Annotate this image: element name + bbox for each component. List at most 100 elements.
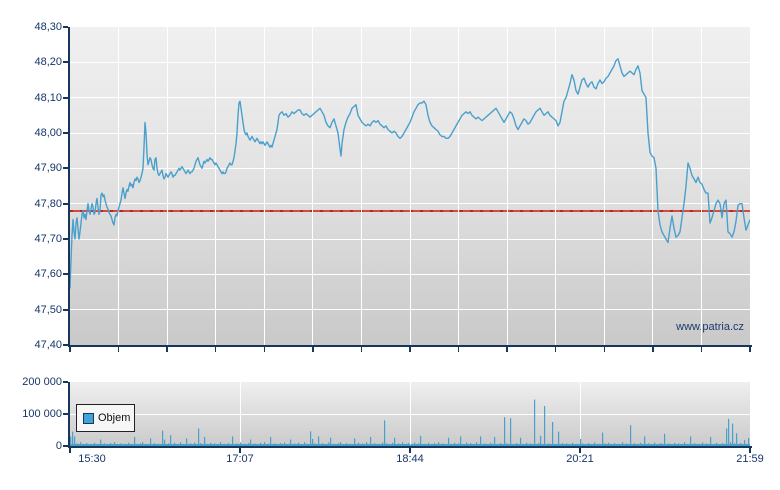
volume-bar	[332, 444, 334, 446]
price-y-tick	[63, 26, 68, 28]
volume-bar	[686, 444, 688, 446]
volume-bar	[154, 443, 156, 446]
volume-bar	[192, 444, 194, 446]
volume-bar	[700, 444, 702, 446]
price-x-tick	[263, 347, 266, 352]
volume-bar	[80, 442, 82, 446]
volume-bar	[416, 445, 418, 446]
volume-bar	[680, 444, 682, 446]
volume-bar	[500, 443, 502, 446]
volume-bar	[280, 443, 282, 446]
legend-box[interactable]: Objem	[76, 404, 135, 432]
volume-bar	[452, 444, 454, 446]
price-plot-area[interactable]: www.patria.cz	[70, 27, 750, 345]
volume-bar	[78, 444, 80, 446]
volume-bar	[122, 444, 124, 446]
legend-label: Objem	[98, 412, 131, 424]
volume-bar	[708, 444, 710, 446]
volume-bar	[590, 444, 592, 446]
volume-bar	[702, 442, 704, 446]
volume-bar	[586, 445, 588, 446]
volume-bar	[346, 443, 348, 446]
volume-bar	[282, 444, 284, 446]
volume-bar	[374, 443, 376, 446]
volume-bar	[632, 444, 634, 446]
volume-bar	[574, 444, 576, 446]
volume-bar	[312, 439, 314, 446]
price-y-tick	[63, 308, 68, 311]
volume-bar	[512, 444, 514, 446]
volume-bar	[94, 442, 96, 446]
volume-bar	[184, 445, 186, 446]
volume-bar	[338, 443, 340, 446]
volume-bar	[216, 444, 218, 446]
price-y-tick-label: 47,60	[34, 268, 62, 281]
volume-bar	[738, 444, 740, 446]
volume-bar	[520, 437, 522, 446]
volume-bar	[440, 444, 442, 446]
volume-bar	[722, 443, 724, 446]
volume-bar	[460, 436, 462, 446]
volume-bar	[668, 443, 670, 446]
volume-bar	[492, 443, 494, 446]
volume-bar	[384, 420, 386, 446]
volume-bar	[726, 428, 728, 446]
volume-bar	[128, 442, 130, 446]
volume-bar	[100, 439, 102, 446]
volume-bar	[736, 433, 738, 446]
price-v-gridline	[603, 27, 605, 345]
volume-bar	[746, 444, 748, 446]
volume-bar	[506, 443, 508, 446]
volume-bar	[480, 436, 482, 446]
volume-bar	[400, 445, 402, 446]
volume-bar	[434, 443, 436, 446]
volume-bar	[182, 444, 184, 446]
volume-bar	[372, 444, 374, 446]
volume-bar	[486, 444, 488, 446]
volume-bar	[710, 437, 712, 446]
volume-bar	[676, 445, 678, 446]
volume-bar	[510, 418, 512, 446]
volume-bar	[254, 443, 256, 446]
volume-bar	[410, 444, 412, 446]
volume-bar	[168, 443, 170, 446]
volume-bar	[496, 445, 498, 446]
volume-bar	[316, 444, 318, 446]
volume-bar	[638, 443, 640, 446]
volume-bar	[576, 443, 578, 446]
volume-bar	[616, 445, 618, 446]
volume-bar	[102, 444, 104, 446]
volume-bar	[642, 444, 644, 446]
volume-bar	[114, 442, 116, 446]
volume-bar	[330, 437, 332, 446]
volume-bar	[472, 444, 474, 446]
volume-bar	[558, 431, 560, 446]
volume-bar	[84, 444, 86, 446]
volume-bar	[724, 444, 726, 446]
volume-bar	[268, 443, 270, 446]
volume-bar	[98, 444, 100, 446]
volume-bar	[74, 436, 76, 446]
volume-bar	[544, 406, 546, 446]
time-axis-label: 17:07	[226, 453, 254, 465]
volume-x-axis	[68, 446, 752, 448]
legend-swatch-icon	[83, 412, 94, 424]
time-axis-label: 15:30	[78, 453, 106, 465]
volume-bar	[320, 444, 322, 446]
volume-bar	[612, 444, 614, 446]
volume-bar	[364, 444, 366, 446]
volume-plot-area[interactable]	[70, 382, 750, 446]
volume-bar	[164, 439, 166, 446]
volume-bar	[606, 444, 608, 446]
volume-bar	[116, 444, 118, 446]
price-y-tick	[63, 132, 68, 134]
volume-x-tick	[69, 448, 71, 453]
volume-bar	[454, 442, 456, 446]
price-y-tick-label: 48,00	[34, 127, 62, 139]
volume-bar	[304, 442, 306, 446]
volume-bar	[328, 442, 330, 446]
volume-bar	[150, 438, 152, 446]
volume-bar	[394, 437, 396, 446]
volume-bar	[530, 443, 532, 446]
volume-bar	[424, 443, 426, 446]
